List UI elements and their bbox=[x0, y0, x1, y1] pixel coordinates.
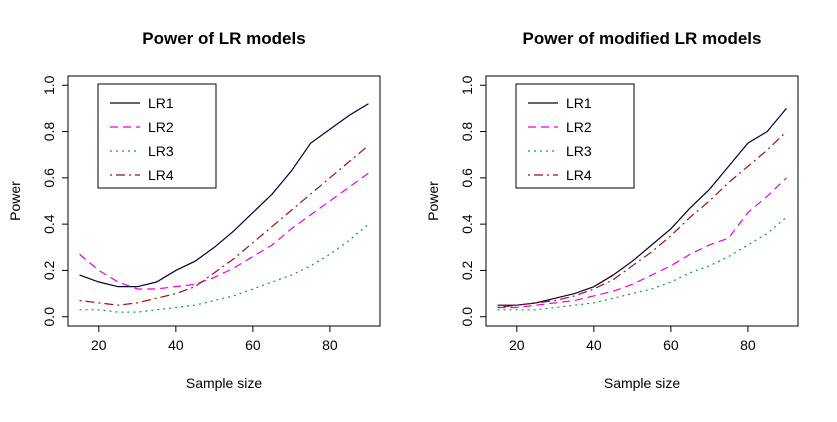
y-tick-label: 0.8 bbox=[459, 122, 475, 142]
y-tick-label: 1.0 bbox=[459, 75, 475, 95]
legend-label-lr3: LR3 bbox=[566, 143, 592, 159]
series-line-lr2 bbox=[79, 172, 369, 290]
chart-panel-right: Power of modified LR models 20 40 60 80 0.0 0.… bbox=[418, 0, 836, 422]
chart-power-modified-lr-models: Power of modified LR models 20 40 60 80 0.0 0.… bbox=[425, 29, 799, 391]
x-tick-label: 60 bbox=[663, 337, 679, 353]
chart-power-lr-models: Power of LR models 20 40 60 80 0.0 0.2 0.4 0.6 0.… bbox=[7, 29, 381, 391]
chart-panel-left: Power of LR models 20 40 60 80 0.0 0.2 0.4 0.6 0.… bbox=[0, 0, 418, 422]
series-line-lr1 bbox=[497, 108, 787, 306]
x-tick-label: 20 bbox=[91, 337, 107, 353]
legend-label-lr1: LR1 bbox=[148, 95, 174, 111]
y-tick-label: 0.2 bbox=[41, 261, 57, 281]
chart-title: Power of LR models bbox=[142, 29, 305, 48]
legend-label-lr1: LR1 bbox=[566, 95, 592, 111]
x-axis-label: Sample size bbox=[604, 375, 680, 391]
legend-box bbox=[97, 83, 217, 189]
x-axis-label: Sample size bbox=[186, 375, 262, 391]
y-tick-label: 0.2 bbox=[459, 261, 475, 281]
series-line-lr4 bbox=[497, 131, 787, 309]
y-tick-label: 0.8 bbox=[41, 122, 57, 142]
y-tick-label: 0.0 bbox=[41, 307, 57, 327]
series-line-lr1 bbox=[79, 103, 369, 288]
chart-title: Power of modified LR models bbox=[523, 29, 762, 48]
legend-label-lr2: LR2 bbox=[566, 119, 592, 135]
y-tick-label: 0.6 bbox=[459, 168, 475, 188]
x-tick-label: 20 bbox=[509, 337, 525, 353]
x-tick-label: 40 bbox=[586, 337, 602, 353]
y-tick-label: 1.0 bbox=[41, 75, 57, 95]
plot-box bbox=[67, 75, 381, 327]
series-line-lr3 bbox=[79, 223, 369, 313]
legend-label-lr2: LR2 bbox=[148, 119, 174, 135]
x-tick-label: 80 bbox=[322, 337, 338, 353]
series-line-lr4 bbox=[79, 144, 369, 306]
legend-label-lr4: LR4 bbox=[148, 167, 174, 183]
plot-box bbox=[485, 75, 799, 327]
series-line-lr2 bbox=[497, 177, 787, 309]
legend-label-lr3: LR3 bbox=[148, 143, 174, 159]
legend-label-lr4: LR4 bbox=[566, 167, 592, 183]
y-tick-label: 0.6 bbox=[41, 168, 57, 188]
y-tick-label: 0.0 bbox=[459, 307, 475, 327]
y-axis-label: Power bbox=[425, 181, 441, 221]
y-axis-label: Power bbox=[7, 181, 23, 221]
legend-box bbox=[515, 83, 635, 189]
y-tick-label: 0.4 bbox=[459, 214, 475, 234]
y-tick-label: 0.4 bbox=[41, 214, 57, 234]
x-tick-label: 40 bbox=[168, 337, 184, 353]
x-tick-label: 60 bbox=[245, 337, 261, 353]
series-line-lr3 bbox=[497, 216, 787, 311]
x-tick-label: 80 bbox=[740, 337, 756, 353]
